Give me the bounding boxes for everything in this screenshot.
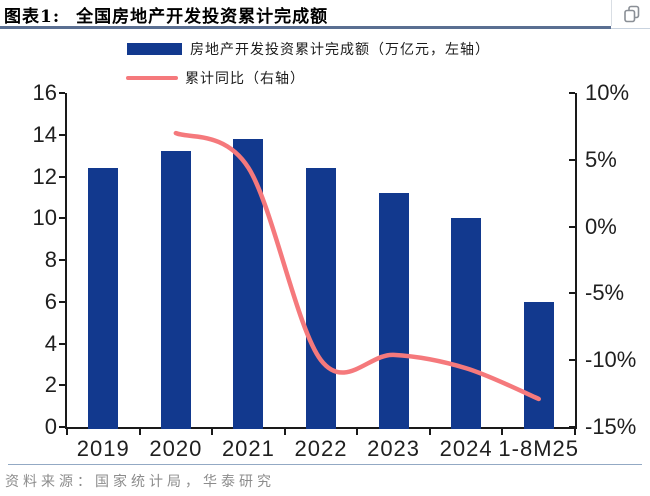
x-axis-tick	[428, 429, 431, 435]
left-axis-label: 16	[32, 80, 57, 105]
left-axis-label: 0	[44, 414, 57, 439]
right-axis-line	[575, 93, 577, 429]
x-axis-tick	[138, 429, 141, 435]
left-axis-label: 8	[44, 247, 57, 272]
x-axis-label: 2021	[221, 436, 275, 461]
left-axis-label: 6	[44, 288, 57, 314]
right-axis-label: -10%	[585, 347, 637, 373]
left-axis-tick	[59, 384, 65, 387]
left-axis-tick	[59, 133, 65, 136]
line-legend-swatch	[126, 76, 178, 80]
left-axis-label: 14	[32, 121, 57, 147]
figure-label: 图表1:	[4, 6, 61, 27]
header-divider	[0, 26, 611, 29]
x-axis-label: 2024	[439, 436, 493, 461]
copy-icon[interactable]	[622, 4, 642, 24]
left-axis-tick	[59, 300, 65, 303]
left-axis-label: 10	[32, 205, 57, 231]
right-axis-label: 5%	[585, 146, 617, 172]
x-axis-tick	[66, 429, 68, 435]
footer-divider	[8, 464, 642, 465]
left-axis-label: 4	[44, 330, 57, 356]
left-axis-tick	[59, 217, 65, 220]
legend-item-line: 累计同比（右轴）	[126, 70, 305, 87]
left-axis-tick	[59, 342, 65, 345]
right-axis-label: 0%	[585, 213, 617, 239]
left-axis-label: 2	[44, 372, 57, 398]
source-text: 资料来源：国家统计局，华泰研究	[5, 474, 275, 490]
right-axis-tick	[569, 92, 575, 94]
bar	[88, 168, 119, 429]
bar-legend-label: 房地产开发投资累计完成额（万亿元，左轴）	[190, 42, 490, 58]
figure-header: 图表1: 全国房地产开发投资累计完成额	[4, 2, 329, 27]
x-axis-tick	[574, 429, 576, 435]
right-axis-tick	[569, 426, 575, 428]
x-axis-tick	[211, 429, 214, 435]
legend-item-bars: 房地产开发投资累计完成额（万亿元，左轴）	[127, 41, 490, 58]
x-axis-tick	[501, 429, 504, 435]
right-axis-tick	[569, 292, 575, 295]
right-axis-label: -5%	[585, 280, 625, 306]
left-axis-tick	[59, 426, 65, 428]
bar	[523, 301, 554, 429]
header-vertical-separator	[611, 0, 612, 26]
page-title: 全国房地产开发投资累计完成额	[76, 6, 329, 27]
x-axis-tick	[356, 429, 359, 435]
bar	[160, 151, 191, 429]
bar	[451, 218, 482, 429]
x-axis-tick	[283, 429, 286, 435]
right-axis-tick	[569, 359, 575, 362]
right-axis-tick	[569, 225, 575, 228]
x-axis-label: 2022	[294, 436, 348, 461]
left-axis-tick	[59, 175, 65, 178]
x-axis-label: 2020	[149, 436, 203, 461]
line-legend-label: 累计同比（右轴）	[185, 71, 305, 87]
x-axis-label: 2023	[367, 436, 421, 461]
right-axis-tick	[569, 158, 575, 161]
yoy-line-path	[173, 130, 541, 402]
copy-icon-glyph	[624, 5, 640, 23]
left-axis-label: 12	[32, 163, 57, 189]
left-axis-tick	[59, 92, 65, 94]
bar	[306, 168, 336, 429]
bar-legend-swatch	[127, 43, 182, 55]
x-axis-label: 1-8M25	[498, 436, 579, 461]
left-axis-tick	[59, 259, 65, 261]
left-axis-line	[65, 93, 67, 429]
x-axis-label: 2019	[76, 436, 130, 461]
bar	[378, 193, 409, 429]
right-axis-label: 10%	[585, 80, 630, 105]
bar	[233, 138, 264, 429]
right-axis-label: -15%	[585, 414, 637, 439]
